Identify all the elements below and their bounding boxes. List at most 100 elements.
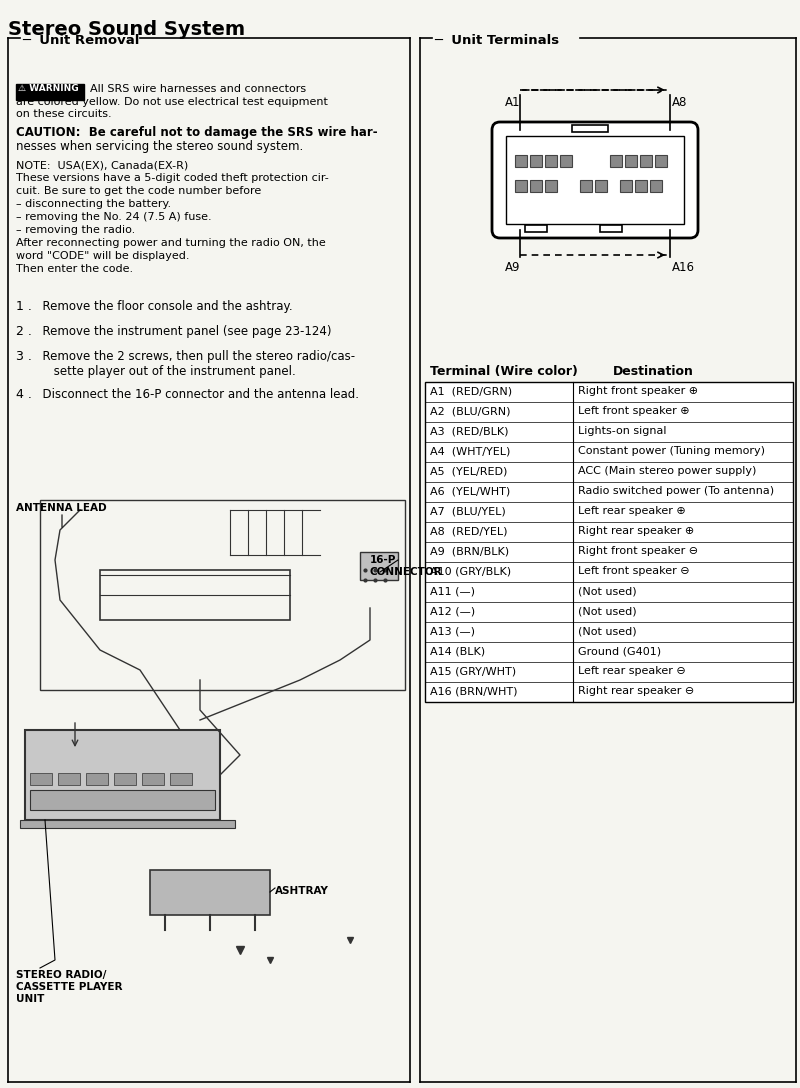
Text: 2 .: 2 . [16, 325, 32, 338]
Text: Right rear speaker ⊖: Right rear speaker ⊖ [578, 687, 694, 696]
Bar [16, 84, 84, 100]
Bar [580, 180, 592, 191]
Bar [572, 125, 608, 132]
Text: on these circuits.: on these circuits. [16, 109, 112, 119]
Text: After reconnecting power and turning the radio ON, the: After reconnecting power and turning the… [16, 238, 326, 248]
Bar [635, 180, 647, 191]
Text: Disconnect the 16-P connector and the antenna lead.: Disconnect the 16-P connector and the an… [35, 388, 359, 401]
Text: cuit. Be sure to get the code number before: cuit. Be sure to get the code number bef… [16, 186, 262, 196]
Bar [525, 225, 547, 232]
Text: – disconnecting the battery.: – disconnecting the battery. [16, 199, 171, 209]
Text: – removing the No. 24 (7.5 A) fuse.: – removing the No. 24 (7.5 A) fuse. [16, 212, 212, 222]
Text: Right front speaker ⊖: Right front speaker ⊖ [578, 546, 698, 556]
Text: A12 (—): A12 (—) [430, 606, 475, 616]
Text: – removing the radio.: – removing the radio. [16, 225, 135, 235]
Text: A1: A1 [505, 96, 521, 109]
Text: A4  (WHT/YEL): A4 (WHT/YEL) [430, 446, 510, 456]
Text: A13 (—): A13 (—) [430, 626, 475, 636]
Text: ⚠ WARNING: ⚠ WARNING [18, 84, 78, 92]
FancyBboxPatch shape [492, 122, 698, 238]
Text: word "CODE" will be displayed.: word "CODE" will be displayed. [16, 251, 190, 261]
Text: ANTENNA LEAD: ANTENNA LEAD [16, 503, 106, 514]
Bar [86, 772, 108, 786]
Text: 3 .: 3 . [16, 350, 32, 363]
Text: A2  (BLU/GRN): A2 (BLU/GRN) [430, 406, 510, 416]
Text: A5  (YEL/RED): A5 (YEL/RED) [430, 466, 507, 477]
Text: A16 (BRN/WHT): A16 (BRN/WHT) [430, 687, 518, 696]
Text: A7  (BLU/YEL): A7 (BLU/YEL) [430, 506, 506, 516]
Bar [530, 180, 542, 191]
Bar [640, 154, 652, 166]
Text: A14 (BLK): A14 (BLK) [430, 646, 485, 656]
Bar [150, 870, 270, 915]
Text: Right front speaker ⊕: Right front speaker ⊕ [578, 386, 698, 396]
Bar [625, 154, 637, 166]
Text: 4 .: 4 . [16, 388, 32, 401]
Text: nesses when servicing the stereo sound system.: nesses when servicing the stereo sound s… [16, 140, 303, 153]
Bar [100, 570, 290, 620]
FancyBboxPatch shape [506, 136, 684, 224]
Bar [545, 154, 557, 166]
Bar [20, 820, 235, 828]
Text: Remove the floor console and the ashtray.: Remove the floor console and the ashtray… [35, 300, 293, 313]
Text: Then enter the code.: Then enter the code. [16, 264, 133, 274]
Text: A10 (GRY/BLK): A10 (GRY/BLK) [430, 566, 511, 576]
Bar [560, 154, 572, 166]
Text: Left rear speaker ⊕: Left rear speaker ⊕ [578, 506, 686, 516]
Text: STEREO RADIO/: STEREO RADIO/ [16, 970, 106, 980]
Text: 1 .: 1 . [16, 300, 32, 313]
Text: A6  (YEL/WHT): A6 (YEL/WHT) [430, 486, 510, 496]
Bar [515, 154, 527, 166]
Bar [515, 180, 527, 191]
Text: Terminal (Wire color): Terminal (Wire color) [430, 364, 578, 378]
Text: Radio switched power (To antenna): Radio switched power (To antenna) [578, 486, 774, 496]
Bar [170, 772, 192, 786]
Text: (Not used): (Not used) [578, 586, 637, 596]
Text: are colored yellow. Do not use electrical test equipment: are colored yellow. Do not use electrica… [16, 97, 328, 107]
Text: Lights-on signal: Lights-on signal [578, 426, 666, 436]
Text: A1  (RED/GRN): A1 (RED/GRN) [430, 386, 512, 396]
Bar [142, 772, 164, 786]
Bar [425, 382, 793, 702]
Text: Constant power (Tuning memory): Constant power (Tuning memory) [578, 446, 765, 456]
Bar [360, 552, 398, 580]
Text: A11 (—): A11 (—) [430, 586, 475, 596]
Text: A3  (RED/BLK): A3 (RED/BLK) [430, 426, 509, 436]
Bar [595, 180, 607, 191]
Text: A15 (GRY/WHT): A15 (GRY/WHT) [430, 666, 516, 676]
Bar [25, 730, 220, 820]
Text: NOTE:  USA(EX), Canada(EX-R): NOTE: USA(EX), Canada(EX-R) [16, 160, 188, 170]
Bar [655, 154, 667, 166]
Text: ACC (Main stereo power supply): ACC (Main stereo power supply) [578, 466, 756, 477]
Bar [610, 154, 622, 166]
Text: A9  (BRN/BLK): A9 (BRN/BLK) [430, 546, 509, 556]
Text: A8  (RED/YEL): A8 (RED/YEL) [430, 526, 507, 536]
Text: ─  Unit Terminals: ─ Unit Terminals [434, 34, 568, 47]
Text: Left front speaker ⊖: Left front speaker ⊖ [578, 566, 690, 576]
Text: Left front speaker ⊕: Left front speaker ⊕ [578, 406, 690, 416]
Text: Remove the instrument panel (see page 23-124): Remove the instrument panel (see page 23… [35, 325, 331, 338]
Bar [620, 180, 632, 191]
Text: ASHTRAY: ASHTRAY [275, 886, 329, 897]
Text: (Not used): (Not used) [578, 606, 637, 616]
Text: Right rear speaker ⊕: Right rear speaker ⊕ [578, 526, 694, 536]
Bar [530, 154, 542, 166]
Text: 16-P: 16-P [370, 555, 396, 565]
Text: A16: A16 [672, 261, 695, 274]
Text: All SRS wire harnesses and connectors: All SRS wire harnesses and connectors [90, 84, 306, 94]
Text: Remove the 2 screws, then pull the stereo radio/cas-
     sette player out of th: Remove the 2 screws, then pull the stere… [35, 350, 355, 378]
Bar [114, 772, 136, 786]
Bar [30, 772, 52, 786]
Text: CASSETTE PLAYER: CASSETTE PLAYER [16, 982, 122, 992]
Text: CAUTION:  Be careful not to damage the SRS wire har-: CAUTION: Be careful not to damage the SR… [16, 126, 378, 139]
Text: Ground (G401): Ground (G401) [578, 646, 661, 656]
Text: A9: A9 [505, 261, 521, 274]
Text: A8: A8 [672, 96, 687, 109]
Text: (Not used): (Not used) [578, 626, 637, 636]
Bar [650, 180, 662, 191]
Bar [30, 790, 215, 809]
Bar [545, 180, 557, 191]
Text: UNIT: UNIT [16, 994, 44, 1004]
Bar [600, 225, 622, 232]
Text: Stereo Sound System: Stereo Sound System [8, 20, 245, 39]
